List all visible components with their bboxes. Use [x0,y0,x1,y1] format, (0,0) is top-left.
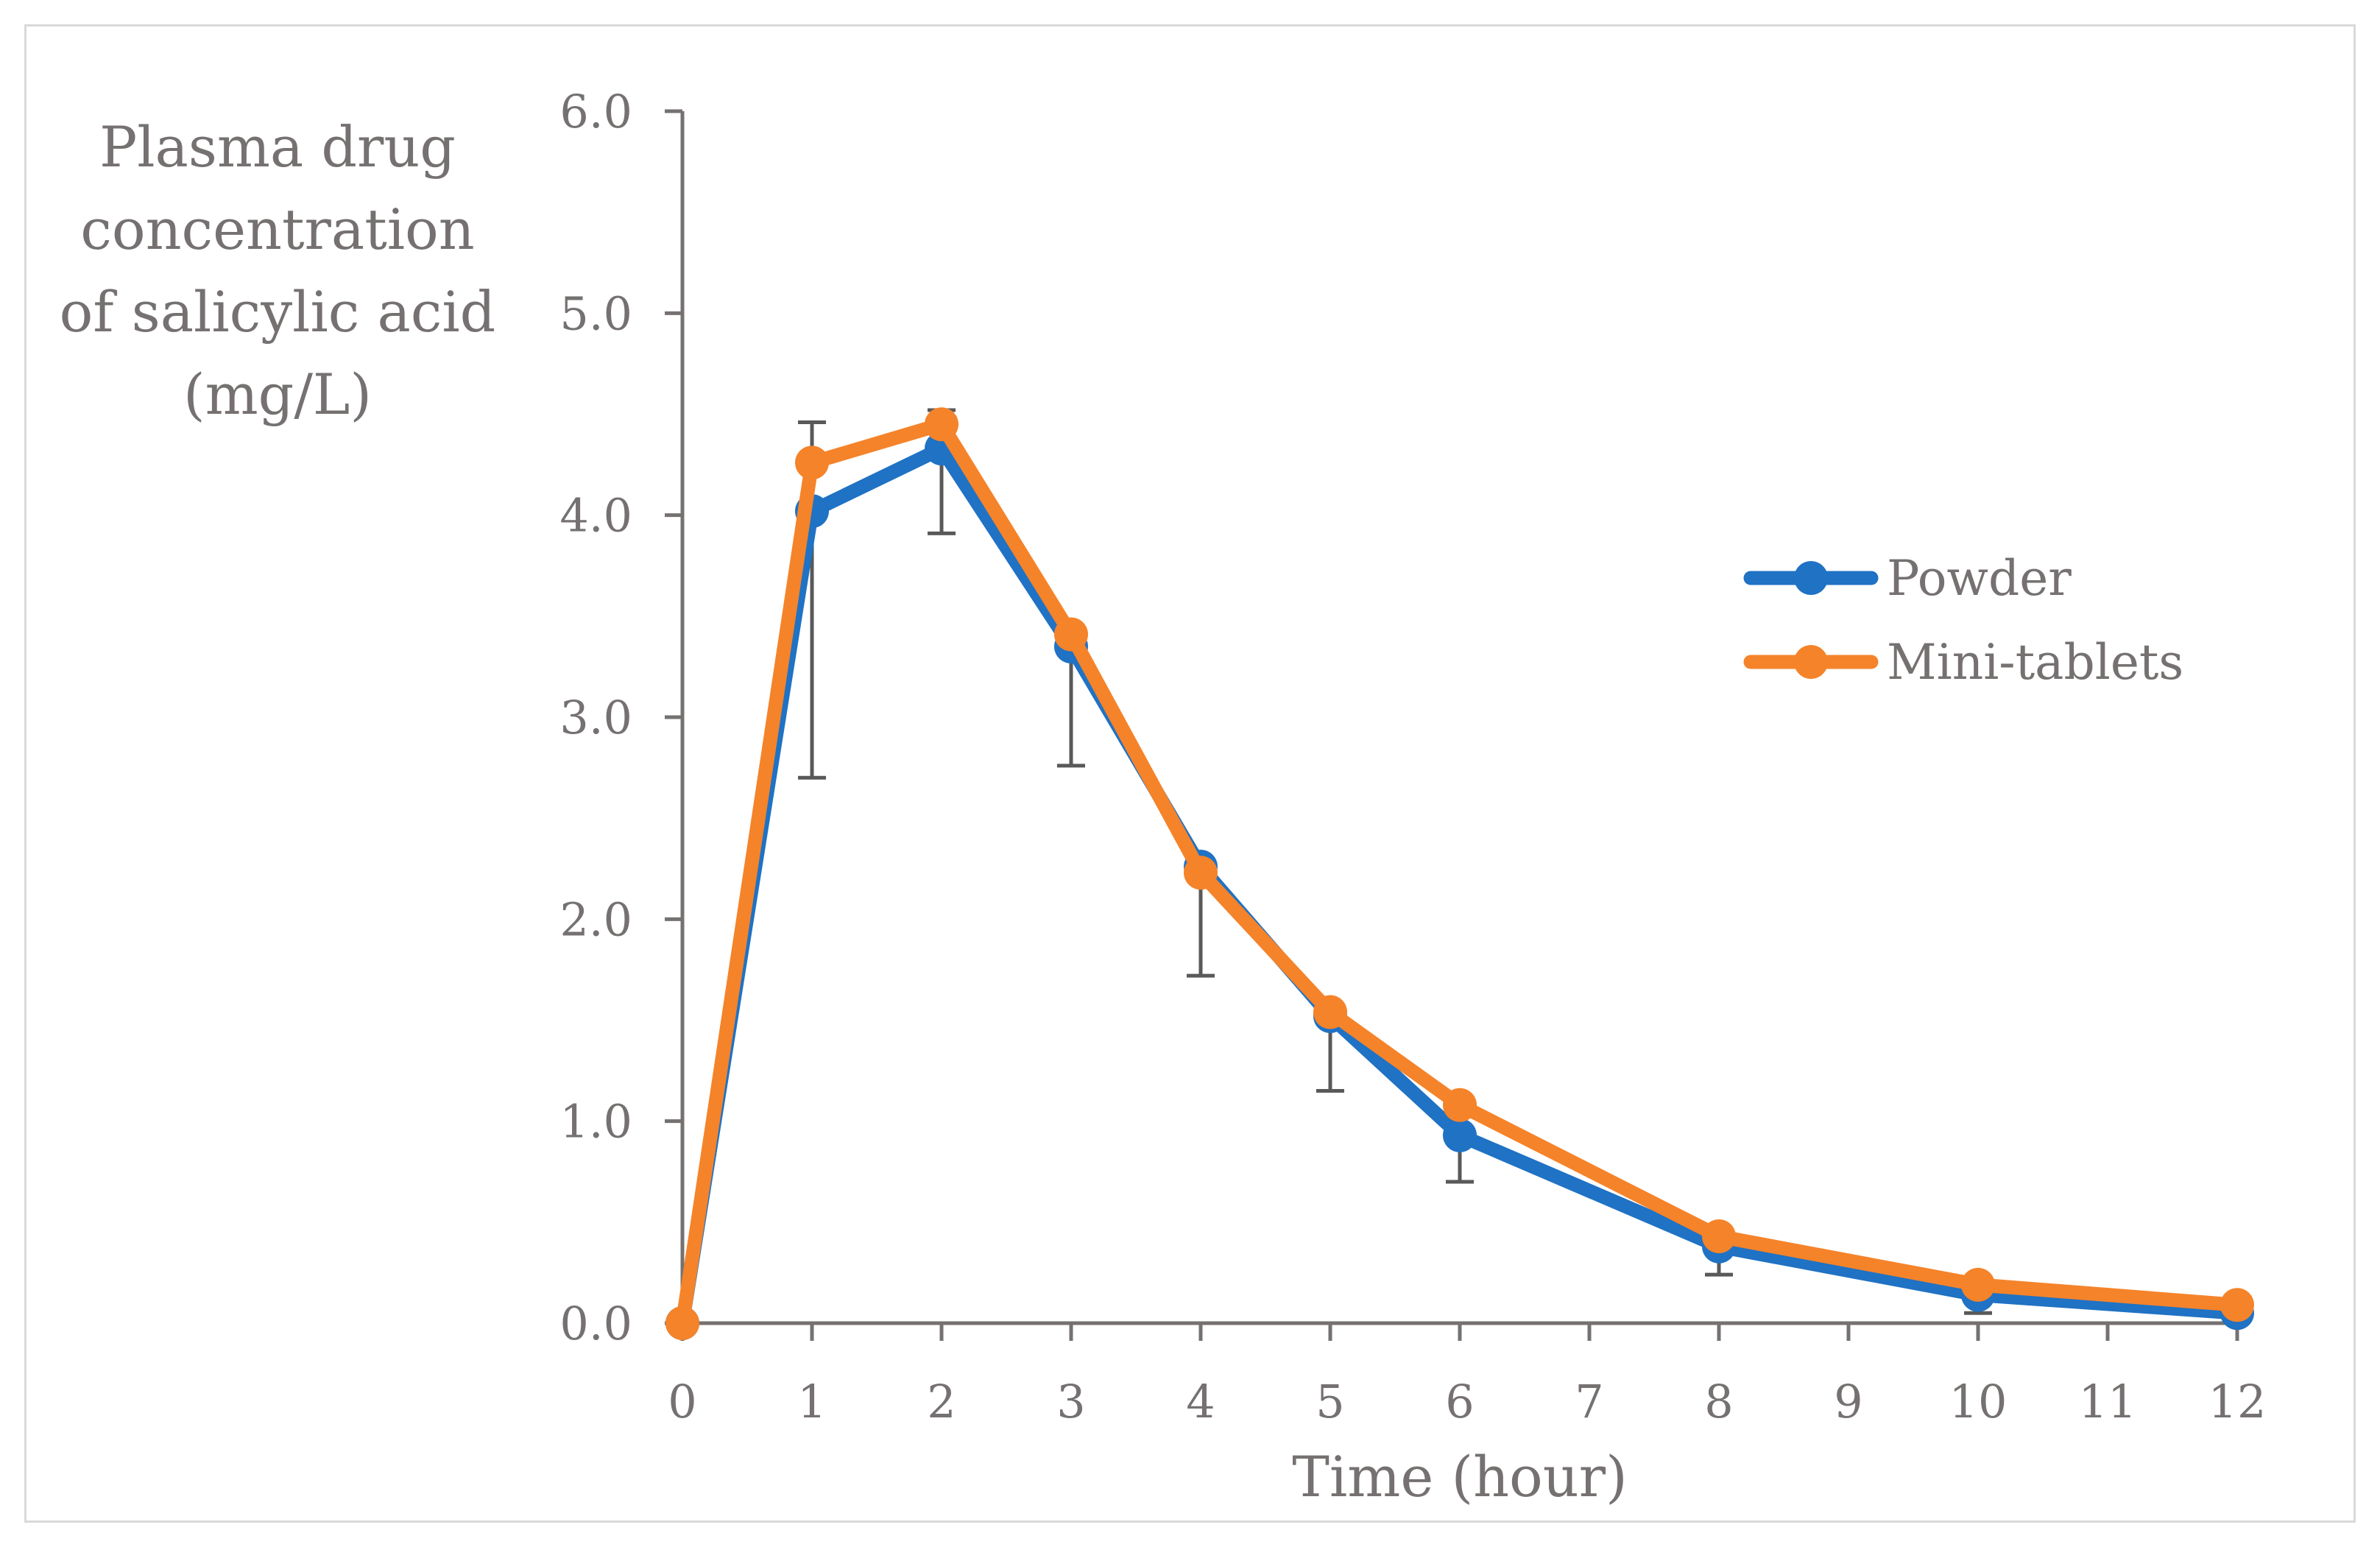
y-tick-label: 2.0 [559,892,632,946]
data-point-mini-tablets [1184,856,1218,890]
data-point-mini-tablets [665,1306,699,1340]
y-axis-title-line-2: concentration [80,197,475,262]
data-point-mini-tablets [1961,1267,1995,1302]
x-tick-label: 3 [1056,1375,1085,1428]
y-tick-label: 5.0 [559,286,632,340]
y-tick-label: 6.0 [559,85,632,138]
x-axis-title: Time (hour) [1292,1444,1627,1509]
data-point-mini-tablets [1702,1219,1736,1254]
y-axis-title-line-4: (mg/L) [183,362,372,427]
data-point-mini-tablets [795,445,829,480]
legend-label-mini-tablets: Mini-tablets [1887,634,2183,691]
x-tick-label: 7 [1575,1375,1603,1428]
x-tick-label: 9 [1834,1375,1862,1428]
data-point-mini-tablets [2220,1288,2254,1322]
data-point-mini-tablets [1054,617,1088,652]
legend-marker-mini-tablets [1794,645,1828,679]
x-tick-label: 11 [2079,1375,2137,1428]
x-tick-label: 4 [1186,1375,1215,1428]
x-tick-label: 5 [1316,1375,1344,1428]
y-tick-label: 4.0 [559,489,632,543]
x-tick-label: 0 [668,1375,696,1428]
y-tick-label: 3.0 [559,691,632,744]
x-tick-label: 6 [1445,1375,1474,1428]
data-point-mini-tablets [925,407,958,442]
legend-marker-powder [1794,561,1828,595]
y-axis-title-line-1: Plasma drug [99,114,456,180]
x-tick-label: 2 [927,1375,956,1428]
y-tick-label: 1.0 [559,1095,632,1149]
y-axis-title-line-3: of salicylic acid [60,279,496,345]
y-tick-label: 0.0 [559,1297,632,1350]
data-point-mini-tablets [1443,1088,1477,1122]
data-point-mini-tablets [1313,995,1347,1029]
x-tick-label: 12 [2208,1375,2267,1428]
data-point-powder [1443,1118,1477,1152]
x-tick-label: 10 [1949,1375,2008,1428]
series-line-mini-tablets [675,417,2245,1331]
x-tick-label: 8 [1704,1375,1733,1428]
x-tick-label: 1 [797,1375,826,1428]
legend-label-powder: Powder [1887,550,2072,607]
